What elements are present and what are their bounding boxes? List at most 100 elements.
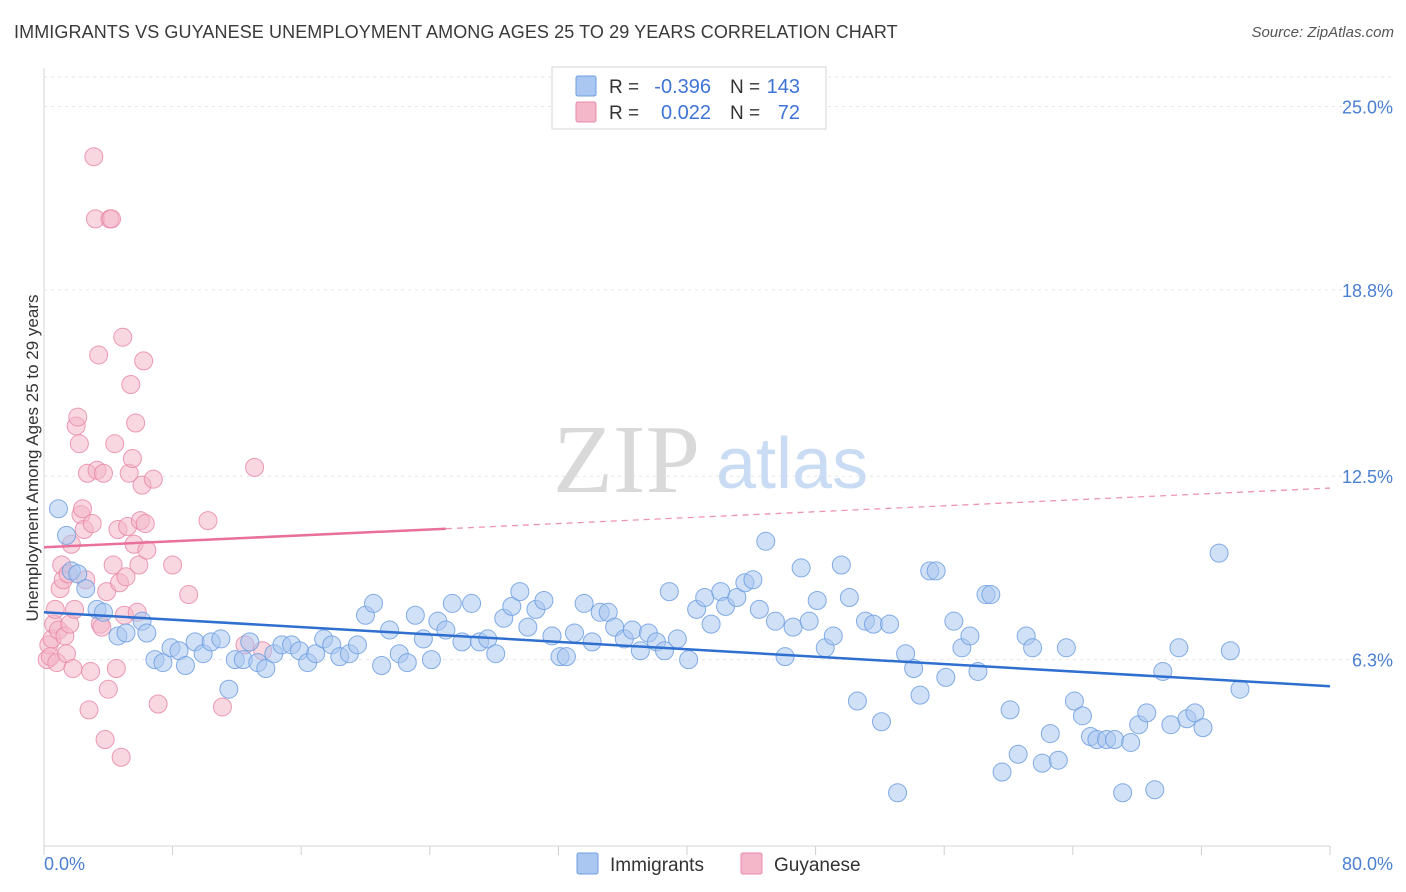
data-point (102, 209, 122, 229)
legend-n-label-immigrants: N = (730, 77, 760, 98)
data-point (106, 659, 126, 679)
data-point (462, 593, 482, 613)
data-point (81, 661, 101, 681)
data-point (126, 413, 146, 433)
axes (43, 68, 1331, 855)
data-point (122, 448, 142, 468)
data-point (1161, 715, 1181, 735)
data-point (69, 434, 89, 454)
data-point (153, 653, 173, 673)
data-point (1230, 679, 1250, 699)
data-point (654, 641, 674, 661)
bottom-legend: Immigrants Guyanese (576, 852, 861, 876)
y-tick-label: 18.8% (1342, 281, 1393, 301)
data-point (847, 691, 867, 711)
watermark: ZIP atlas (553, 406, 868, 514)
legend-r-value-immigrants: -0.396 (654, 76, 711, 98)
data-point (1169, 638, 1189, 658)
data-point (1209, 543, 1229, 563)
y-tick-label: 25.0% (1342, 97, 1393, 117)
data-point (1008, 744, 1028, 764)
data-point (211, 629, 231, 649)
data-point (1048, 750, 1068, 770)
data-point (103, 555, 123, 575)
data-point (783, 617, 803, 637)
legend-r-value-guyanese: 0.022 (661, 102, 711, 124)
data-point (219, 679, 239, 699)
data-point (765, 611, 785, 631)
data-point (910, 685, 930, 705)
series-guyanese-points (37, 147, 273, 767)
x-tick-label-min: 0.0% (44, 854, 85, 874)
data-point (831, 555, 851, 575)
data-point (1072, 706, 1092, 726)
data-point (679, 650, 699, 670)
data-point (372, 656, 392, 676)
data-point (89, 345, 109, 365)
legend-swatch-guyanese (575, 101, 597, 123)
data-point (556, 647, 576, 667)
data-point (137, 623, 157, 643)
x-ticks (43, 846, 1331, 855)
data-point (93, 463, 113, 483)
data-point (1113, 783, 1133, 803)
data-point (1137, 703, 1157, 723)
legend-swatch-immigrants (575, 75, 597, 97)
data-point (1193, 718, 1213, 738)
data-point (135, 514, 155, 534)
data-point (564, 623, 584, 643)
data-point (1220, 641, 1240, 661)
data-point (240, 632, 260, 652)
data-point (486, 644, 506, 664)
data-point (116, 567, 136, 587)
trendlines (43, 487, 1331, 688)
x-tick-label-max: 80.0% (1342, 854, 1393, 874)
data-point (1040, 724, 1060, 744)
data-point (992, 762, 1012, 782)
chart-title: IMMIGRANTS VS GUYANESE UNEMPLOYMENT AMON… (14, 22, 898, 42)
data-point (880, 614, 900, 634)
data-point (839, 588, 859, 608)
series-immigrants-points (48, 499, 1250, 803)
data-point (198, 511, 218, 531)
data-point (926, 561, 946, 581)
bottom-legend-label-guyanese: Guyanese (774, 855, 861, 876)
data-point (98, 679, 118, 699)
data-point (347, 635, 367, 655)
data-point (57, 525, 77, 545)
data-point (823, 626, 843, 646)
legend-r-label-immigrants: R = (609, 77, 639, 98)
data-point (111, 747, 131, 767)
data-point (743, 570, 763, 590)
data-point (421, 650, 441, 670)
data-point (397, 653, 417, 673)
data-point (93, 602, 113, 622)
data-point (502, 596, 522, 616)
data-point (137, 540, 157, 560)
data-point (73, 499, 93, 519)
legend-n-value-immigrants: 143 (767, 76, 800, 98)
data-point (245, 457, 265, 477)
data-point (442, 593, 462, 613)
trendline-guyanese-solid (43, 527, 446, 549)
data-point (405, 605, 425, 625)
data-point (791, 558, 811, 578)
data-point (1000, 700, 1020, 720)
data-point (68, 407, 88, 427)
data-point (667, 629, 687, 649)
data-point (799, 611, 819, 631)
data-point (175, 656, 195, 676)
data-point (121, 375, 141, 395)
legend-box: R = -0.396 N = 143 R = 0.022 N = 72 (551, 66, 827, 130)
legend-r-label-guyanese: R = (609, 103, 639, 124)
data-point (179, 585, 199, 605)
data-point (163, 555, 183, 575)
gridlines (44, 76, 1393, 661)
data-point (701, 614, 721, 634)
watermark-zip: ZIP (553, 406, 700, 514)
data-point (105, 434, 125, 454)
y-tick-label: 12.5% (1342, 467, 1393, 487)
data-point (1064, 691, 1084, 711)
data-point (364, 593, 384, 613)
data-point (1121, 732, 1141, 752)
